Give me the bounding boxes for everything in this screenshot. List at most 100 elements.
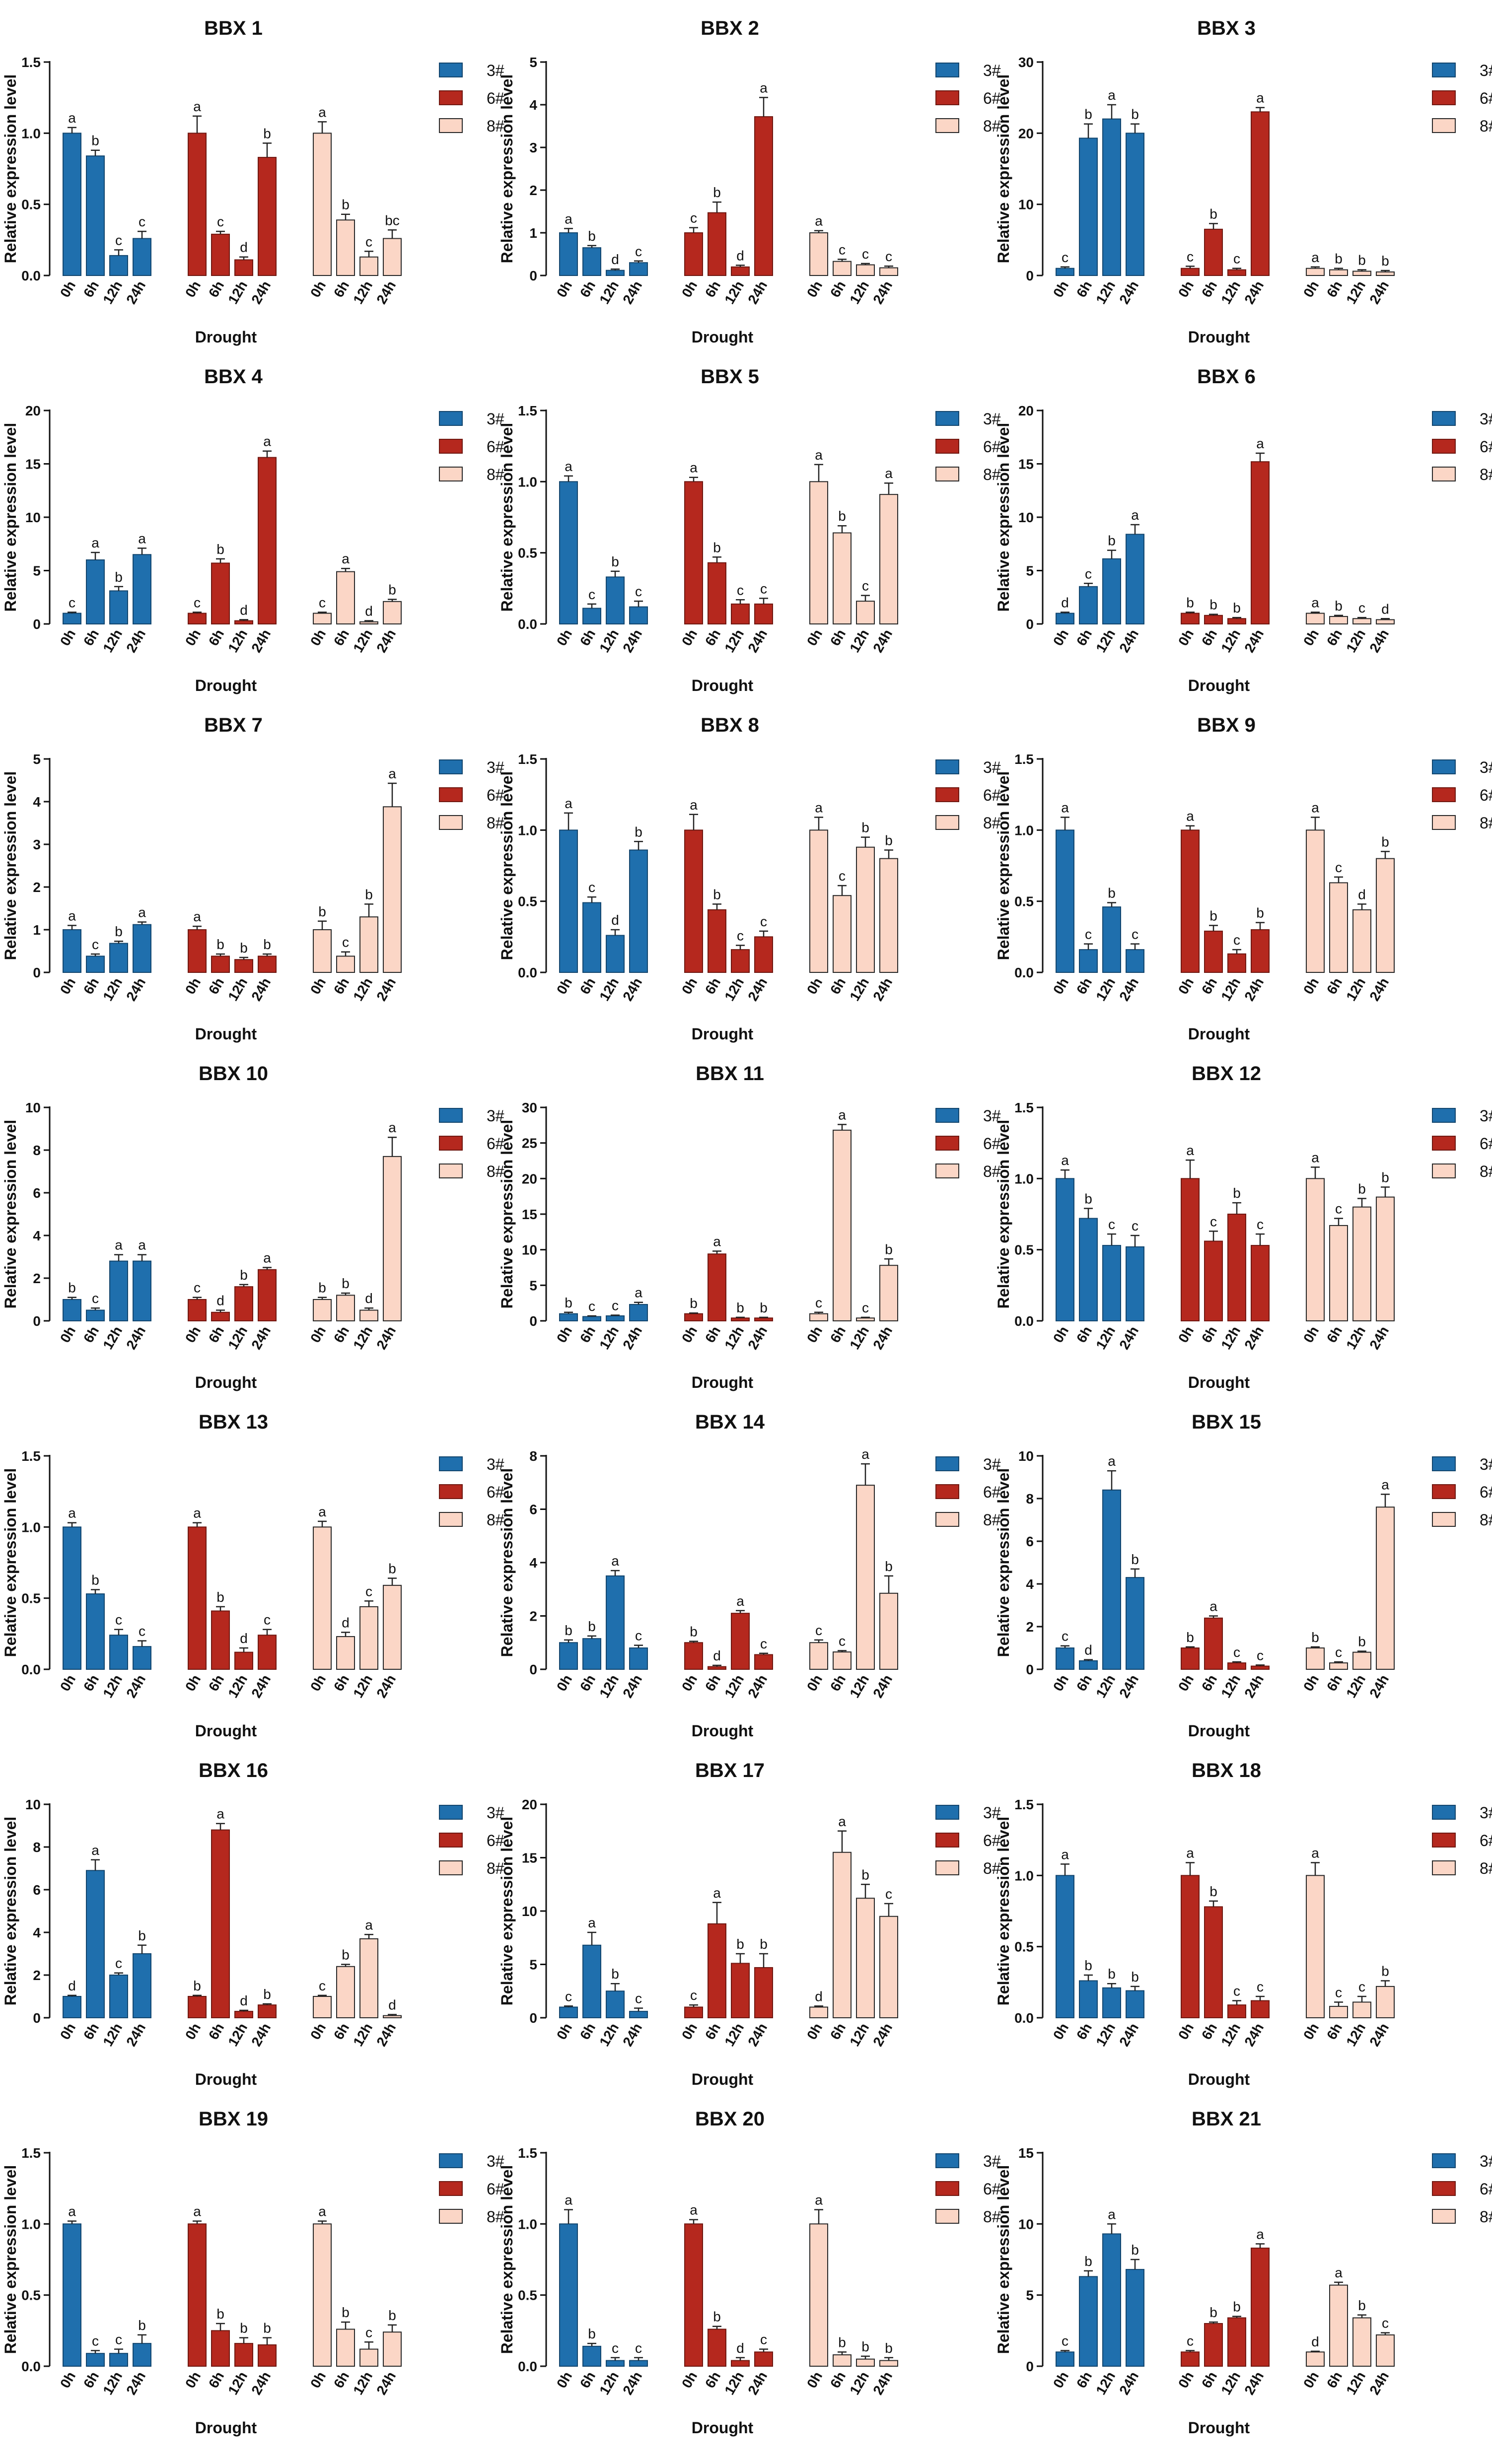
significance-letter: c [1257,1217,1264,1232]
x-tick-label: 6h [206,1324,227,1346]
bar-6-24h [754,116,773,276]
significance-letter: a [1381,1477,1389,1492]
bar-8-6h [1329,1662,1348,1670]
x-tick-label: 6h [577,1672,598,1694]
y-tick-label: 6 [1026,1534,1034,1549]
legend-label: 8# [487,117,504,135]
x-tick-label: 24h [1116,2369,1141,2397]
x-tick-label: 12h [225,975,250,1004]
x-tick-label: 0h [804,1324,825,1346]
bar-3-24h [133,924,151,973]
bar-8-0h [313,133,332,276]
y-tick-label: 0.5 [518,894,537,909]
chart-panel-17: BBX 17 0 5 10 15 20 Relative expression level c… [498,1760,1001,2088]
x-tick-label: 12h [596,1672,622,1701]
bar-3-24h [629,849,648,973]
significance-letter: b [690,1624,698,1640]
bar-6-12h [731,603,750,625]
x-tick-label: 6h [331,278,352,300]
bar-3-24h [1126,2269,1144,2367]
legend-label: 6# [1480,1483,1492,1501]
legend-swatch [439,2209,463,2224]
y-axis-label: Relative expression level [995,1120,1012,1309]
bar-3-12h [606,270,625,276]
x-tick-label: 24h [373,627,399,655]
legend-label: 3# [983,1107,1001,1125]
x-tick-label: 12h [1343,975,1368,1004]
legend-label: 6# [1480,438,1492,456]
x-tick-label: 0h [57,975,78,997]
x-tick-label: 0h [804,2021,825,2043]
y-tick-label: 0.0 [21,2359,41,2374]
legend-label: 8# [983,1511,1001,1529]
chart-title: BBX 9 [1197,714,1256,736]
x-tick-label: 0h [1050,627,1071,649]
x-tick-label: 6h [80,1672,102,1694]
x-tick-label: 0h [57,627,78,649]
significance-letter: c [760,914,767,929]
y-tick-label: 0.5 [518,546,537,561]
significance-letter: b [588,228,596,244]
significance-letter: a [91,535,99,550]
legend-label: 6# [487,786,504,804]
legend-swatch [1432,815,1456,830]
significance-letter: c [588,587,595,602]
bar-6-0h [188,1996,207,2018]
x-tick-label: 6h [206,627,227,649]
bar-8-6h [1329,1225,1348,1322]
x-tick-label: 24h [620,1672,645,1701]
x-tick-label: 6h [1199,1324,1220,1346]
x-tick-label: 0h [679,278,700,300]
y-axis-label: Relative expression level [1,74,19,264]
bar-8-24h [1376,1506,1395,1670]
significance-letter: c [1062,1629,1068,1644]
legend-swatch [439,1833,463,1848]
chart-title: BBX 12 [1192,1063,1261,1085]
y-axis-label: Relative expression level [498,1817,516,2006]
y-tick-label: 1 [529,225,537,241]
bar-6-24h [754,1317,773,1321]
significance-letter: c [839,1633,846,1648]
y-axis-label: Relative expression level [498,1120,516,1309]
significance-letter: b [1084,1191,1092,1207]
bar-8-0h [1306,1875,1325,2018]
significance-letter: c [1382,2316,1389,2331]
chart-panel-7: BBX 7 0 1 2 3 4 5 Relative expression level a 0h c… [1,714,504,1043]
significance-letter: a [861,1446,869,1462]
significance-letter: a [565,211,572,226]
x-tick-label: 6h [1324,975,1345,997]
y-tick-label: 0 [1026,1662,1034,1677]
x-tick-label: 12h [350,975,375,1004]
bar-3-6h [1079,137,1098,276]
significance-letter: b [885,1241,893,1257]
y-tick-label: 1.5 [518,2145,537,2161]
y-tick-label: 5 [1026,563,1034,579]
significance-letter: b [216,937,224,952]
x-tick-label: 0h [1300,2021,1322,2043]
bar-3-12h [606,1315,625,1321]
significance-letter: b [68,1280,76,1296]
y-tick-label: 6 [33,1185,41,1201]
bar-6-24h [258,1269,277,1322]
bar-8-12h [1352,1651,1371,1670]
significance-letter: c [365,234,372,249]
bar-6-6h [708,1253,726,1321]
significance-letter: b [713,2309,721,2325]
significance-letter: b [263,2321,271,2336]
legend-swatch [1432,1805,1456,1820]
significance-letter: b [1209,597,1217,613]
significance-letter: d [736,248,744,263]
bar-6-12h [234,259,253,276]
legend-label: 8# [983,466,1001,483]
x-tick-label: 0h [57,1324,78,1346]
x-tick-label: 24h [1241,1672,1267,1701]
x-tick-label: 6h [577,2369,598,2391]
bar-3-12h [606,576,625,625]
significance-letter: b [216,1589,224,1605]
legend-swatch [439,63,463,77]
x-tick-label: 0h [1050,975,1071,997]
x-tick-label: 24h [123,2021,148,2049]
bar-8-24h [383,238,402,276]
